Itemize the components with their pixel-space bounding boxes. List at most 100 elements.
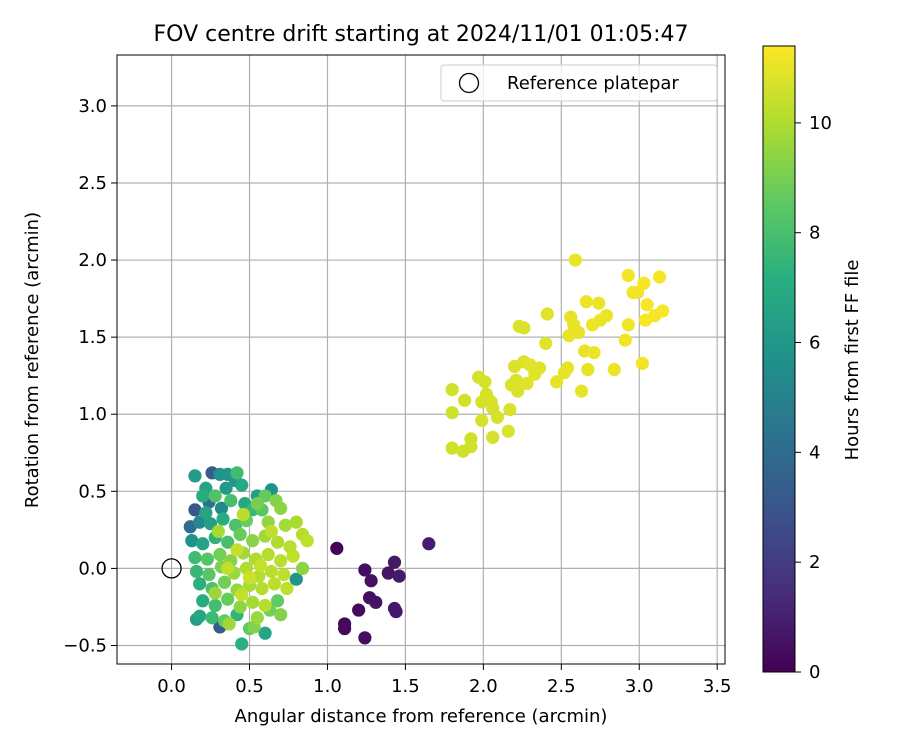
colorbar-tick-label: 10: [809, 113, 832, 134]
data-point: [217, 575, 232, 589]
data-point: [330, 541, 344, 555]
data-point: [208, 489, 222, 503]
y-tick-label: 3.0: [78, 96, 107, 117]
data-points: [183, 253, 670, 651]
data-point: [200, 552, 215, 566]
colorbar-label: Hours from first FF file: [842, 260, 863, 461]
data-point: [246, 595, 260, 609]
x-tick-label: 3.0: [625, 676, 654, 697]
colorbar-tick-label: 8: [809, 223, 820, 244]
data-point: [208, 598, 222, 613]
data-point: [221, 535, 235, 549]
data-point: [188, 551, 202, 565]
data-point: [478, 375, 492, 389]
data-point: [464, 440, 478, 454]
y-tick-label: 2.0: [78, 250, 107, 271]
data-point: [509, 373, 523, 387]
colorbar-ticks: 0 2 4 6 8 10: [795, 113, 832, 683]
data-point: [607, 362, 621, 377]
data-point: [490, 410, 504, 424]
data-point: [389, 604, 403, 619]
data-point: [202, 567, 216, 582]
data-point: [278, 518, 292, 532]
y-axis-label: Rotation from reference (arcmin): [22, 212, 43, 508]
data-point: [230, 466, 244, 480]
data-point: [211, 524, 225, 539]
data-point: [300, 534, 314, 548]
data-point: [369, 595, 383, 609]
data-point: [258, 626, 272, 640]
data-point: [579, 295, 593, 309]
colorbar-gradient: [762, 45, 796, 673]
data-point: [224, 493, 238, 508]
data-point: [458, 393, 472, 407]
data-point: [568, 253, 582, 267]
data-point: [193, 577, 207, 591]
x-axis-ticks: 0.0 0.5 1.0 1.5 2.0 2.5 3.0 3.5: [157, 664, 732, 697]
data-point: [358, 563, 372, 577]
data-point: [216, 512, 230, 526]
data-point: [274, 608, 288, 622]
colorbar: 0 2 4 6 8 10 Hours from first FF file: [762, 45, 863, 683]
x-tick-label: 2.5: [547, 676, 576, 697]
data-point: [255, 581, 269, 596]
data-point: [208, 586, 222, 600]
y-axis-ticks: −0.5 0.0 0.5 1.0 1.5 2.0 2.5 3.0: [63, 96, 117, 656]
data-point: [213, 547, 227, 562]
data-point: [221, 561, 235, 576]
y-tick-label: 1.0: [78, 404, 107, 425]
data-point: [196, 489, 210, 503]
data-point: [656, 304, 670, 318]
data-point: [277, 567, 291, 582]
legend-label: Reference platepar: [507, 73, 679, 94]
data-point: [652, 270, 667, 284]
data-point: [387, 555, 402, 569]
data-point: [392, 569, 406, 583]
data-point: [422, 537, 436, 551]
x-tick-label: 3.5: [703, 676, 732, 697]
x-axis-label: Angular distance from reference (arcmin): [235, 706, 608, 727]
colorbar-tick-label: 6: [809, 333, 820, 354]
data-point: [235, 588, 249, 602]
legend-box: [440, 64, 718, 102]
data-point: [286, 549, 300, 563]
data-point: [486, 430, 500, 444]
x-tick-label: 0.5: [235, 676, 264, 697]
data-point: [274, 554, 288, 568]
data-point: [261, 547, 275, 562]
data-point: [364, 574, 378, 588]
data-point: [270, 594, 285, 608]
data-point: [560, 361, 575, 375]
data-point: [621, 268, 635, 283]
data-point: [574, 384, 589, 398]
y-tick-label: 0.0: [78, 558, 107, 579]
data-point: [503, 403, 517, 417]
data-point: [258, 598, 272, 613]
data-point: [587, 345, 601, 360]
data-point: [246, 534, 260, 548]
reference-platepar-marker: [161, 558, 182, 579]
data-point: [250, 497, 264, 511]
data-point: [540, 307, 554, 321]
data-point: [511, 384, 525, 398]
x-tick-label: 1.0: [313, 676, 342, 697]
legend: Reference platepar: [440, 64, 718, 102]
data-point: [188, 469, 202, 483]
data-point: [274, 501, 288, 515]
chart-title: FOV centre drift starting at 2024/11/01 …: [154, 22, 689, 47]
data-point: [445, 441, 459, 455]
data-point: [219, 481, 233, 495]
data-point: [532, 361, 547, 375]
colorbar-tick-label: 4: [809, 442, 820, 463]
x-tick-label: 2.0: [469, 676, 498, 697]
data-point: [236, 507, 250, 522]
data-point: [571, 325, 586, 340]
data-point: [280, 581, 294, 596]
data-point: [221, 592, 235, 606]
data-point: [501, 424, 515, 438]
data-point: [338, 621, 352, 636]
data-point: [289, 572, 303, 586]
data-point: [618, 333, 632, 347]
legend-marker-icon: [458, 72, 480, 94]
